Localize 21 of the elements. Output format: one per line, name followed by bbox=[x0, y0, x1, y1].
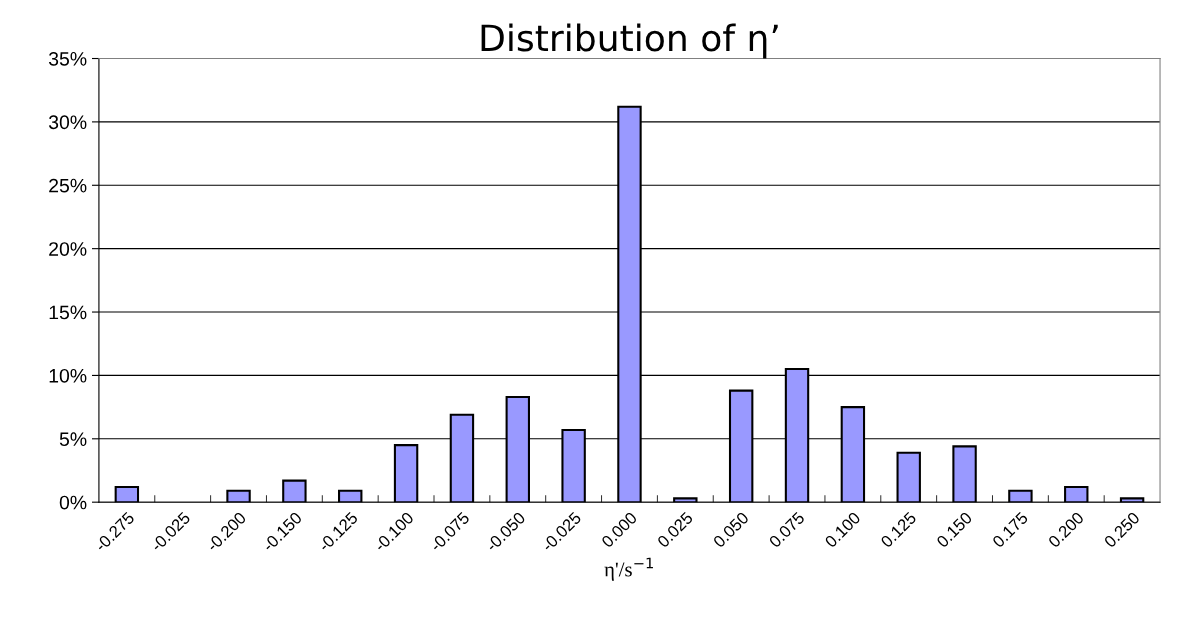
bar bbox=[1119, 497, 1145, 503]
y-tick-label: 15% bbox=[49, 305, 87, 320]
y-tick-label: 10% bbox=[49, 368, 87, 383]
y-tick-label: 25% bbox=[49, 178, 87, 193]
y-tick-label: 0% bbox=[59, 495, 87, 510]
y-tick-label: 20% bbox=[49, 242, 87, 256]
chart-title: Distribution of η’ bbox=[481, 23, 778, 59]
y-tick-label: 35% bbox=[48, 51, 87, 66]
y-tick-label: 5% bbox=[59, 432, 87, 447]
bar bbox=[1008, 489, 1033, 503]
y-tick-label: 30% bbox=[48, 115, 87, 130]
bar bbox=[952, 445, 977, 503]
bar bbox=[226, 489, 251, 503]
bar bbox=[282, 479, 307, 503]
bar bbox=[114, 485, 140, 503]
bar bbox=[673, 497, 698, 503]
bar bbox=[1064, 485, 1089, 503]
x-axis-title: η'/s$^{−1}$ bbox=[604, 557, 653, 581]
bar bbox=[338, 489, 363, 503]
bar bbox=[896, 451, 921, 503]
bar bbox=[393, 444, 419, 503]
